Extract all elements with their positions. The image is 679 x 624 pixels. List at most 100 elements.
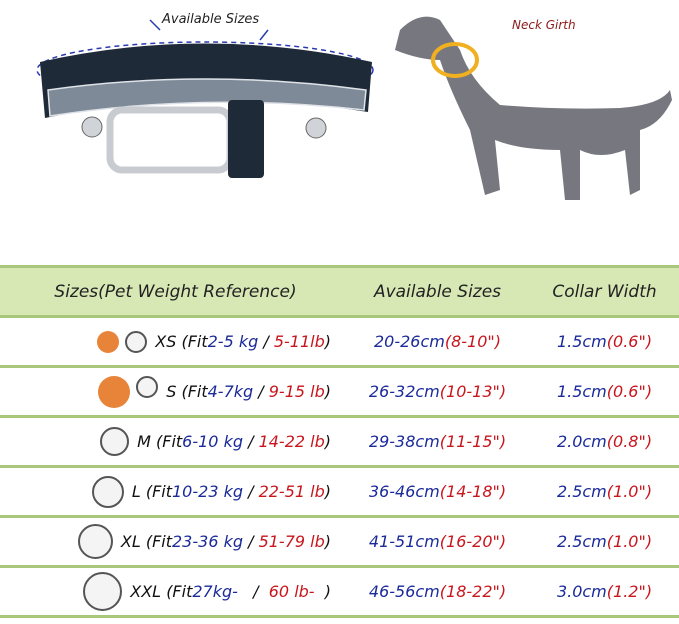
product-illustration: Available Sizes Neck Girth: [0, 0, 679, 262]
size-cell: XL (Fit 23-36 kg / 51-79 lb): [0, 524, 345, 559]
width-in: (0.8"): [606, 432, 653, 451]
dog-face-icon: [91, 475, 124, 508]
neck-size-cell: 29-38cm(11-15"): [345, 432, 530, 451]
neck-size-cell: 46-56cm(18-22"): [345, 582, 530, 601]
close-paren: ): [324, 432, 331, 451]
neck-in: (18-22"): [439, 582, 507, 601]
size-cell: L (Fit 10-23 kg / 22-51 lb): [0, 475, 345, 508]
neck-in: (8-10"): [444, 332, 502, 351]
table-row: L (Fit 10-23 kg / 22-51 lb) 36-46cm(14-1…: [0, 468, 679, 518]
available-sizes-label: Available Sizes: [162, 12, 260, 27]
close-paren: ): [324, 332, 331, 351]
fit-label: (Fit: [166, 582, 193, 601]
separator: /: [243, 532, 259, 551]
pet-icons: [100, 427, 130, 456]
header-collar-width: Collar Width: [552, 281, 657, 302]
width-cell: 2.5cm(1.0"): [530, 482, 679, 501]
neck-in: (14-18"): [439, 482, 507, 501]
neck-in: (11-15"): [439, 432, 507, 451]
width-cell: 2.0cm(0.8"): [530, 432, 679, 451]
width-cm: 2.0cm: [556, 432, 607, 451]
width-in: (1.0"): [606, 532, 653, 551]
separator: /: [237, 582, 269, 601]
collar-image: [36, 19, 374, 178]
width-in: (0.6"): [606, 332, 653, 351]
width-in: (1.2"): [606, 582, 653, 601]
width-cm: 1.5cm: [556, 382, 607, 401]
close-paren: ): [314, 582, 331, 601]
neck-size-cell: 20-26cm(8-10"): [345, 332, 530, 351]
neck-size-cell: 36-46cm(14-18"): [345, 482, 530, 501]
pet-icons: [97, 330, 148, 353]
weight-lb: 51-79 lb: [258, 532, 325, 551]
weight-lb: 5-11lb: [273, 332, 325, 351]
neck-in: (16-20"): [439, 532, 507, 551]
cat-face-icon: [97, 330, 120, 353]
width-cell: 3.0cm(1.2"): [530, 582, 679, 601]
separator: /: [243, 482, 259, 501]
neck-cm: 36-46cm: [368, 482, 440, 501]
neck-girth-label: Neck Girth: [512, 18, 576, 32]
weight-kg: 10-23 kg: [172, 482, 243, 501]
header-sizes: Sizes(Pet Weight Reference): [54, 281, 297, 302]
neck-size-cell: 26-32cm(10-13"): [345, 382, 530, 401]
fit-label: (Fit: [181, 332, 208, 351]
size-cell: M (Fit 6-10 kg / 14-22 lb): [0, 427, 345, 456]
width-cm: 2.5cm: [556, 532, 607, 551]
weight-kg: 4-7kg: [207, 382, 254, 401]
close-paren: ): [324, 482, 331, 501]
width-in: (0.6"): [606, 382, 653, 401]
neck-cm: 41-51cm: [368, 532, 440, 551]
size-label: XL: [120, 532, 141, 551]
dog-face-icon: [77, 524, 113, 559]
dog-face-icon: [100, 427, 130, 456]
size-cell: XXL (Fit 27kg- / 60 lb- ): [0, 572, 345, 611]
size-label: XXL: [130, 582, 162, 601]
width-cell: 2.5cm(1.0"): [530, 532, 679, 551]
pet-icons: [91, 475, 124, 508]
width-cm: 2.5cm: [556, 482, 607, 501]
header-available-sizes: Available Sizes: [373, 281, 502, 302]
size-cell: XS (Fit 2-5 kg / 5-11lb): [0, 330, 345, 353]
table-row: S (Fit 4-7kg / 9-15 lb) 26-32cm(10-13") …: [0, 368, 679, 418]
size-label: M: [137, 432, 151, 451]
neck-cm: 20-26cm: [373, 332, 445, 351]
size-label: L: [131, 482, 141, 501]
separator: /: [243, 432, 259, 451]
fit-label: (Fit: [145, 532, 172, 551]
weight-kg: 23-36 kg: [172, 532, 243, 551]
table-row: XL (Fit 23-36 kg / 51-79 lb) 41-51cm(16-…: [0, 518, 679, 568]
pet-icons: [83, 572, 123, 611]
dog-silhouette: [395, 16, 672, 200]
weight-lb: 60 lb-: [268, 582, 315, 601]
weight-lb: 9-15 lb: [268, 382, 325, 401]
dog-face-icon: [136, 375, 159, 398]
neck-cm: 26-32cm: [368, 382, 440, 401]
width-cell: 1.5cm(0.6"): [530, 382, 679, 401]
fit-label: (Fit: [181, 382, 208, 401]
table-row: XXL (Fit 27kg- / 60 lb- ) 46-56cm(18-22"…: [0, 568, 679, 618]
cat-face-icon: [98, 375, 131, 408]
size-label: S: [166, 382, 177, 401]
collar-and-dog-illustration: [36, 16, 672, 200]
close-paren: ): [324, 532, 331, 551]
width-in: (1.0"): [606, 482, 653, 501]
neck-size-cell: 41-51cm(16-20"): [345, 532, 530, 551]
close-paren: ): [324, 382, 331, 401]
width-cm: 3.0cm: [556, 582, 607, 601]
table-row: M (Fit 6-10 kg / 14-22 lb) 29-38cm(11-15…: [0, 418, 679, 468]
neck-cm: 29-38cm: [368, 432, 440, 451]
dog-face-icon: [83, 572, 123, 611]
size-cell: S (Fit 4-7kg / 9-15 lb): [0, 375, 345, 408]
size-chart-table: Sizes(Pet Weight Reference) Available Si…: [0, 265, 679, 618]
weight-lb: 22-51 lb: [258, 482, 325, 501]
neck-cm: 46-56cm: [368, 582, 440, 601]
separator: /: [253, 382, 269, 401]
weight-kg: 27kg-: [192, 582, 238, 601]
weight-lb: 14-22 lb: [258, 432, 325, 451]
fit-label: (Fit: [156, 432, 183, 451]
size-label: XS: [155, 332, 177, 351]
width-cell: 1.5cm(0.6"): [530, 332, 679, 351]
weight-kg: 2-5 kg: [207, 332, 259, 351]
dog-face-icon: [125, 330, 148, 353]
